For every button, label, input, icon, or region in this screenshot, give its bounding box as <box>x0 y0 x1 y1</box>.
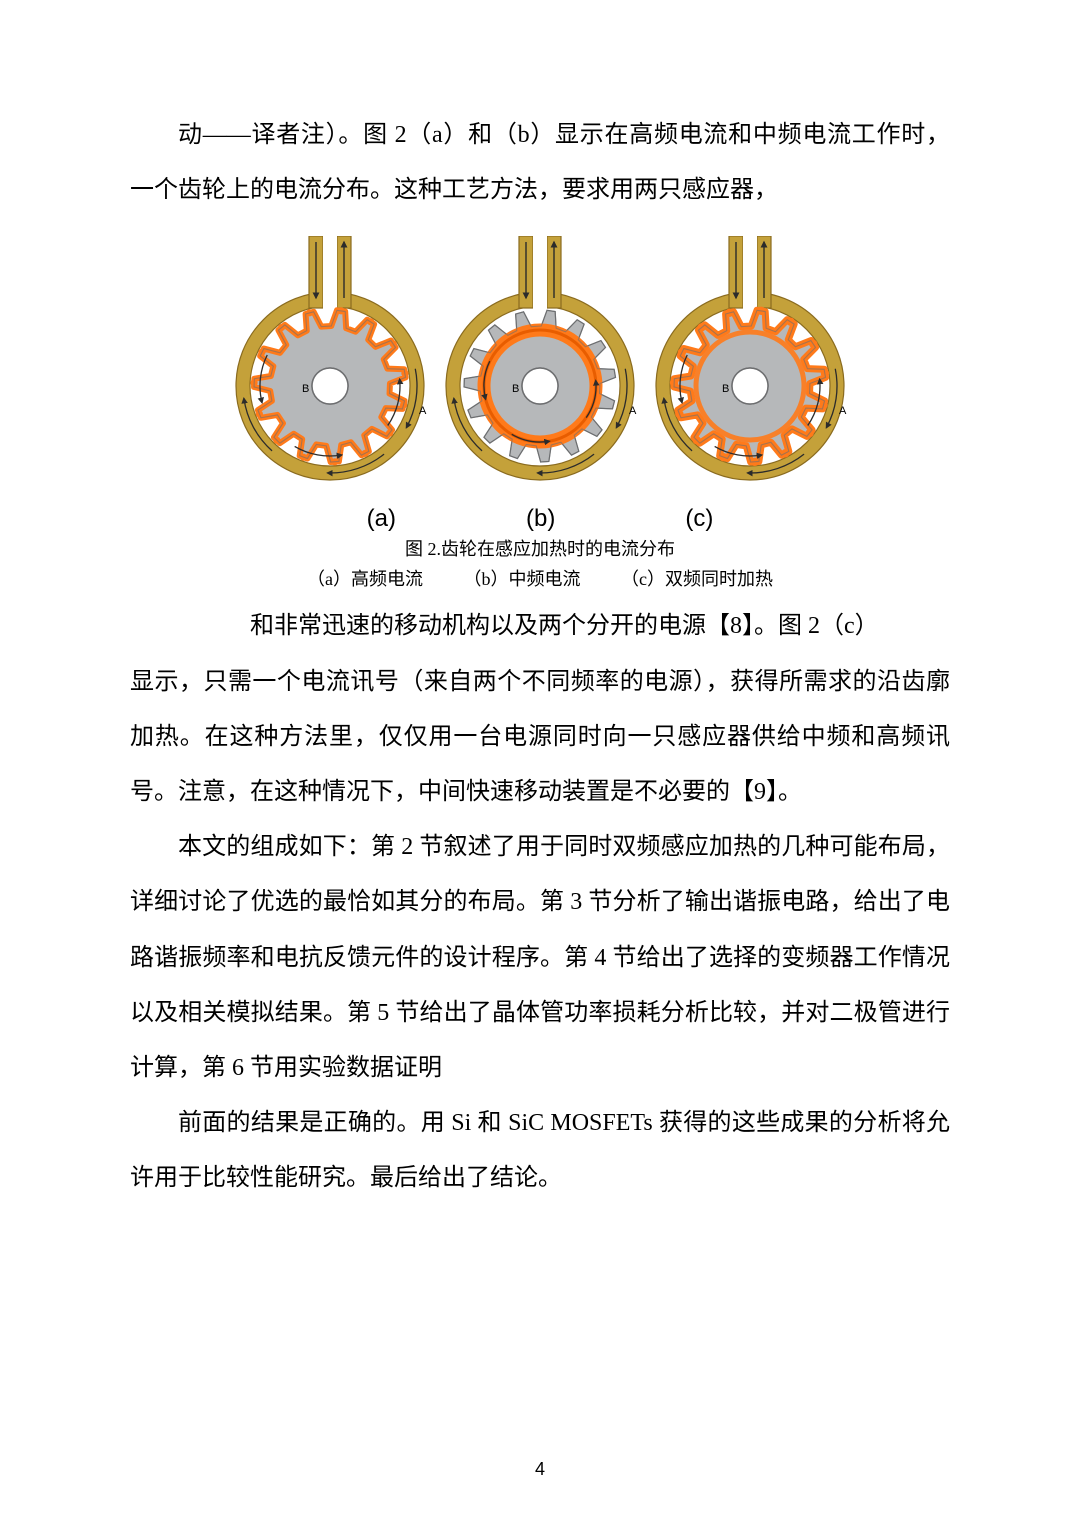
figure-sublabel-b: (b) <box>526 505 555 533</box>
paragraph-2-first-line: 和非常迅速的移动机构以及两个分开的电源【8】。图 2（c） <box>130 599 950 654</box>
svg-text:A: A <box>419 405 427 417</box>
svg-text:A: A <box>629 405 637 417</box>
svg-text:B: B <box>512 383 519 395</box>
page-number: 4 <box>0 1459 1080 1480</box>
figure-caption-main: 图 2.齿轮在感应加热时的电流分布 <box>130 535 950 561</box>
figure-2: A B A B A B (a) (b) (c) 图 2.齿轮在感应加热时的电流分布 （a）… <box>130 236 950 591</box>
figure-sublabels-row: (a) (b) (c) <box>130 505 950 533</box>
figure-2-diagram: A B A B A B <box>220 236 860 496</box>
figure-sublabel-a: (a) <box>367 505 396 533</box>
figure-caption-sub-c: （c）双频同时加热 <box>621 569 773 589</box>
figure-sublabel-c: (c) <box>685 505 713 533</box>
paragraph-4: 前面的结果是正确的。用 Si 和 SiC MOSFETs 获得的这些成果的分析将… <box>130 1096 950 1206</box>
figure-caption-sub-b: （b）中频电流 <box>464 569 581 589</box>
figure-caption-sub: （a）高频电流 （b）中频电流 （c）双频同时加热 <box>130 565 950 591</box>
svg-text:B: B <box>722 383 729 395</box>
paragraph-1: 动——译者注）。图 2（a）和（b）显示在高频电流和中频电流工作时，一个齿轮上的… <box>130 108 950 218</box>
svg-text:B: B <box>302 383 309 395</box>
svg-text:A: A <box>839 405 847 417</box>
paragraph-2-rest: 显示，只需一个电流讯号（来自两个不同频率的电源），获得所需求的沿齿廓加热。在这种… <box>130 655 950 821</box>
figure-caption-sub-a: （a）高频电流 <box>307 569 423 589</box>
paragraph-3: 本文的组成如下：第 2 节叙述了用于同时双频感应加热的几种可能布局，详细讨论了优… <box>130 820 950 1096</box>
document-page: 动——译者注）。图 2（a）和（b）显示在高频电流和中频电流工作时，一个齿轮上的… <box>0 0 1080 1528</box>
